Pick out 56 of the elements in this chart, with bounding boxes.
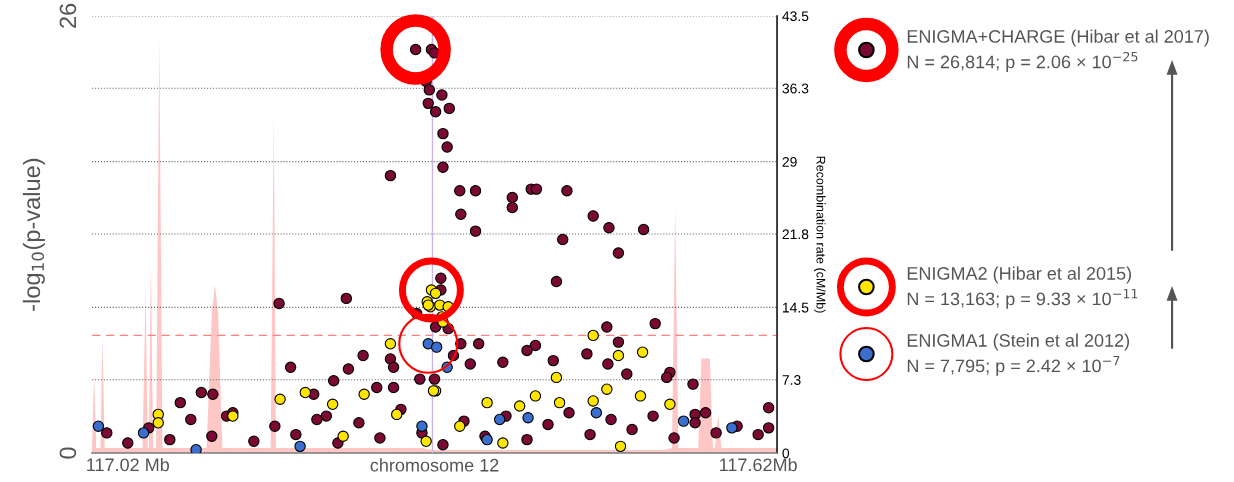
point bbox=[614, 440, 627, 453]
point bbox=[587, 395, 599, 407]
point bbox=[481, 396, 493, 409]
point bbox=[384, 338, 397, 350]
point bbox=[636, 346, 649, 358]
y2-axis-title: Recombination rate (cM/Mb) bbox=[813, 156, 826, 313]
point bbox=[497, 437, 509, 449]
x-tick-label: 117.62Mb bbox=[720, 457, 797, 472]
point bbox=[294, 440, 306, 453]
y2-tick-label: 0 bbox=[782, 448, 790, 459]
point bbox=[420, 435, 432, 448]
point bbox=[587, 329, 599, 342]
legend-label: ENIGMA+CHARGE (Hibar et al 2017) bbox=[907, 29, 1209, 47]
point bbox=[634, 390, 647, 402]
point bbox=[493, 413, 506, 426]
point bbox=[601, 383, 613, 395]
y2-tick-label: 36.3 bbox=[782, 83, 809, 94]
point bbox=[726, 422, 738, 434]
x-axis-title: chromosome 12 bbox=[370, 458, 499, 472]
point bbox=[612, 349, 625, 362]
point bbox=[454, 420, 466, 432]
y2-tick-label: 7.3 bbox=[782, 375, 801, 385]
point bbox=[481, 433, 493, 446]
text: N = 26,814; p = 2.06 × 10$^{−25}$ bbox=[907, 51, 1138, 72]
legend-label: ENIGMA2 (Hibar et al 2015) bbox=[907, 266, 1132, 284]
point bbox=[553, 396, 566, 409]
x-tick-label: 117.02 Mb bbox=[87, 457, 170, 472]
point bbox=[513, 400, 526, 412]
point bbox=[664, 398, 676, 411]
point bbox=[677, 415, 690, 427]
point bbox=[190, 444, 202, 454]
text: N = 13,163; p = 9.33 × 10$^{−11}$ bbox=[907, 288, 1138, 309]
point bbox=[274, 393, 286, 405]
point bbox=[137, 427, 150, 439]
y2-tick-label: 21.8 bbox=[782, 229, 809, 240]
point bbox=[529, 390, 542, 402]
point bbox=[358, 388, 370, 400]
point bbox=[429, 287, 442, 300]
point bbox=[590, 407, 603, 419]
point bbox=[299, 386, 312, 399]
point bbox=[92, 420, 105, 432]
point bbox=[416, 420, 428, 432]
point bbox=[430, 341, 443, 353]
y-axis-title: -log$_{10}$(p-value) bbox=[22, 158, 45, 311]
point bbox=[550, 371, 563, 384]
y-tick-label: 26 bbox=[59, 3, 77, 28]
point bbox=[391, 408, 403, 421]
y2-tick-label: 14.5 bbox=[782, 302, 809, 313]
text: N = 7,795; p = 2.42 × 10$^{−7}$ bbox=[907, 355, 1120, 376]
y2-tick-label: 29 bbox=[782, 156, 797, 167]
point bbox=[522, 412, 534, 424]
legend-label: ENIGMA1 (Stein et al 2012) bbox=[907, 333, 1130, 351]
point bbox=[152, 417, 164, 429]
point bbox=[337, 430, 349, 442]
y2-tick-label: 43.5 bbox=[782, 11, 809, 22]
point bbox=[326, 398, 339, 411]
